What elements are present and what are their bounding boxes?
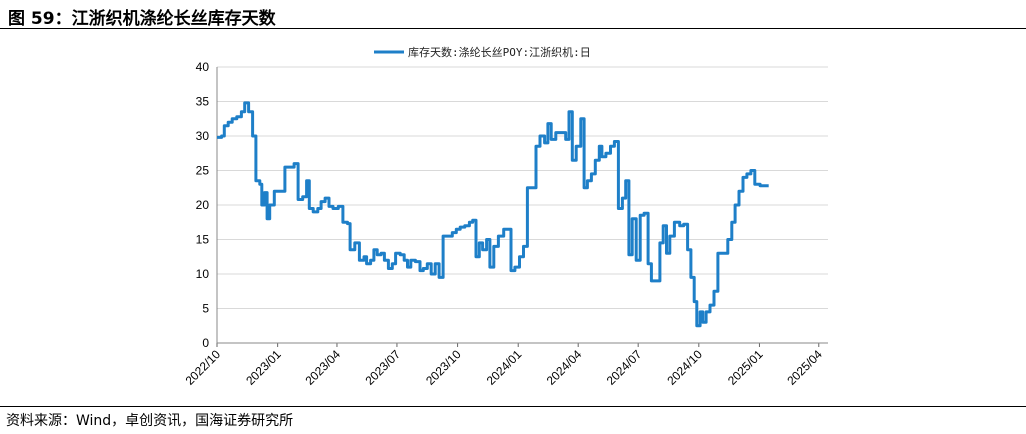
x-tick-label: 2023/04 [302, 347, 343, 388]
legend-label: 库存天数:涤纶长丝POY:江浙织机:日 [408, 45, 591, 59]
bottom-rule [0, 406, 1026, 407]
x-tick-label: 2023/10 [423, 347, 464, 388]
x-tick-label: 2025/04 [784, 347, 825, 388]
y-tick-label: 10 [196, 267, 210, 281]
legend: 库存天数:涤纶长丝POY:江浙织机:日 [374, 45, 591, 59]
y-tick-label: 0 [202, 336, 209, 350]
y-tick-label: 15 [196, 233, 210, 247]
x-tick-label: 2024/01 [484, 347, 525, 388]
x-tick-label: 2024/10 [664, 347, 705, 388]
series-lines [217, 101, 769, 328]
axes [216, 67, 828, 347]
x-tick-label: 2022/10 [183, 347, 224, 388]
figure-title: 图 59：江浙织机涤纶长丝库存天数 [8, 9, 276, 29]
y-tick-label: 35 [196, 95, 210, 109]
x-tick-label: 2025/01 [725, 347, 766, 388]
x-tick-label: 2023/01 [243, 347, 284, 388]
line-chart: 0 5 10 15 20 25 30 35 40 2022/10 2023/01 2023/04 202… [183, 45, 828, 388]
top-rule [0, 28, 1026, 29]
y-tick-label: 25 [196, 164, 210, 178]
y-tick-label: 40 [196, 60, 210, 74]
x-tick-label: 2024/07 [604, 347, 645, 388]
source-note: 资料来源：Wind，卓创资讯，国海证券研究所 [6, 413, 294, 429]
y-tick-label: 5 [202, 302, 209, 316]
tick-labels: 0 5 10 15 20 25 30 35 40 2022/10 2023/01 2023/04 202… [183, 60, 826, 388]
x-tick-label: 2023/07 [362, 347, 403, 388]
x-tick-label: 2024/04 [544, 347, 585, 388]
grid-lines [217, 66, 828, 344]
series-line-0 [217, 101, 769, 328]
y-tick-label: 20 [196, 198, 210, 212]
y-tick-label: 30 [196, 129, 210, 143]
